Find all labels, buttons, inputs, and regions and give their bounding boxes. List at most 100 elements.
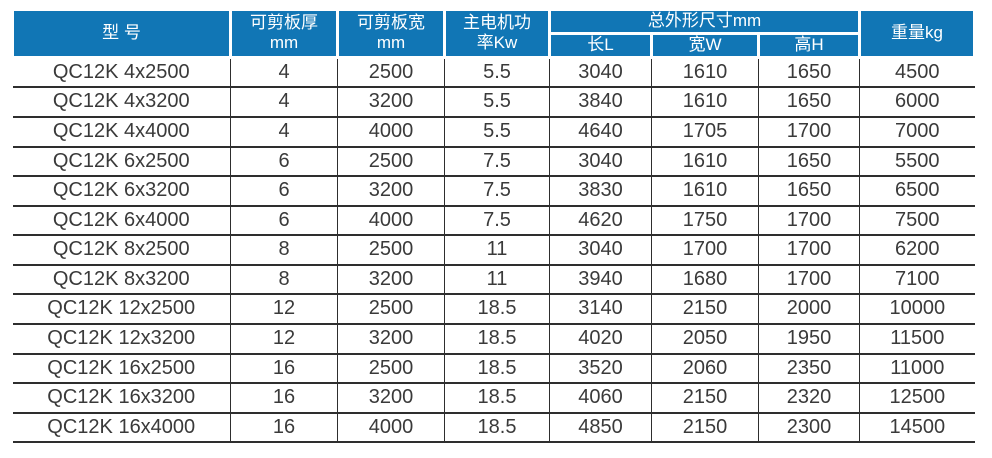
width-w-cell: 1750 [651,204,759,237]
header-dimensions-group: 总外形尺寸mm [547,8,862,35]
weight-cell: 5500 [859,145,975,178]
model-cell: QC12K 16x3200 [12,382,231,414]
table-row: QC12K 6x3200 6 3200 7.5 3830 1610 1650 6500 [12,175,975,207]
table-row: QC12K 16x4000 16 4000 18.5 4850 2150 2300 14500 [12,411,975,444]
header-row-top: 型 号 可剪板厚 mm 可剪板宽 mm 主电机功 率Kw 总外形尺寸mm 重量k… [11,8,977,59]
height-cell: 2300 [757,411,861,444]
header-power: 主电机功 率Kw [443,8,551,59]
table-row: QC12K 12x2500 12 2500 18.5 3140 2150 2000 10000 [12,293,975,326]
table-row: QC12K 16x3200 16 3200 18.5 4060 2150 2320 12500 [12,382,975,414]
height-cell: 2320 [757,382,861,414]
width-w-cell: 1705 [651,115,759,148]
header-weight: 重量kg [858,8,977,59]
weight-cell: 7100 [859,263,975,296]
table-row: QC12K 6x2500 6 2500 7.5 3040 1610 1650 5500 [12,145,975,178]
power-cell: 7.5 [444,145,550,178]
table-row: QC12K 6x4000 6 4000 7.5 4620 1750 1700 7500 [12,204,975,237]
spec-sheet: 型 号 可剪板厚 mm 可剪板宽 mm 主电机功 率Kw 总外形尺寸mm 重量k… [0,8,992,458]
power-cell: 7.5 [444,204,550,237]
width-w-cell: 1680 [651,263,759,296]
length-cell: 4020 [549,323,652,355]
thickness-cell: 16 [230,411,338,444]
width-cell: 3200 [337,86,445,118]
width-w-cell: 2150 [651,382,759,414]
model-cell: QC12K 6x2500 [12,145,231,178]
width-cell: 3200 [337,323,445,355]
width-cell: 3200 [337,382,445,414]
width-cell: 4000 [337,411,445,444]
table-row: QC12K 4x4000 4 4000 5.5 4640 1705 1700 7000 [12,115,975,148]
table-body: QC12K 4x2500 4 2500 5.5 3040 1610 1650 4500 QC12… [12,56,975,444]
length-cell: 3040 [549,145,652,178]
header-thickness: 可剪板厚 mm [229,8,339,59]
weight-cell: 4500 [859,56,975,89]
model-cell: QC12K 8x3200 [12,263,231,296]
thickness-cell: 6 [230,145,338,178]
width-w-cell: 2150 [651,411,759,444]
thickness-cell: 4 [230,115,338,148]
weight-cell: 14500 [859,411,975,444]
weight-cell: 6200 [859,234,975,266]
height-cell: 1700 [757,263,861,296]
thickness-cell: 6 [230,204,338,237]
length-cell: 3040 [549,56,652,89]
height-cell: 2350 [757,352,861,385]
model-cell: QC12K 16x4000 [12,411,231,444]
header-row-sub: 长L 宽W 高H [13,31,975,59]
height-cell: 1650 [757,175,861,207]
power-cell: 18.5 [444,352,550,385]
width-cell: 2500 [337,234,445,266]
length-cell: 3840 [549,86,652,118]
weight-cell: 11500 [859,323,975,355]
height-cell: 1700 [757,234,861,266]
power-cell: 5.5 [444,86,550,118]
power-cell: 11 [444,263,550,296]
power-cell: 5.5 [444,115,550,148]
weight-cell: 7000 [859,115,975,148]
header-length: 长L [548,31,653,59]
header-height: 高H [756,31,862,59]
width-cell: 2500 [337,145,445,178]
power-cell: 5.5 [444,56,550,89]
table-row: QC12K 12x3200 12 3200 18.5 4020 2050 1950 11500 [12,323,975,355]
power-cell: 18.5 [444,382,550,414]
weight-cell: 12500 [859,382,975,414]
width-w-cell: 1610 [651,145,759,178]
model-cell: QC12K 6x3200 [12,175,231,207]
height-cell: 1700 [757,115,861,148]
model-cell: QC12K 12x3200 [12,323,231,355]
thickness-cell: 4 [230,56,338,89]
power-cell: 11 [444,234,550,266]
model-cell: QC12K 6x4000 [12,204,231,237]
header-width: 可剪板宽 mm [336,8,446,59]
length-cell: 3140 [549,293,652,326]
height-cell: 1650 [757,145,861,178]
length-cell: 3940 [549,263,652,296]
model-cell: QC12K 12x2500 [12,293,231,326]
table-row: QC12K 8x2500 8 2500 11 3040 1700 1700 6200 [12,234,975,266]
width-w-cell: 2050 [651,323,759,355]
thickness-cell: 16 [230,382,338,414]
thickness-cell: 6 [230,175,338,207]
power-cell: 18.5 [444,411,550,444]
header-model: 型 号 [11,8,232,59]
model-cell: QC12K 4x4000 [12,115,231,148]
header-width-w: 宽W [650,31,760,59]
width-w-cell: 2060 [651,352,759,385]
width-cell: 3200 [337,175,445,207]
table-row: QC12K 4x3200 4 3200 5.5 3840 1610 1650 6000 [12,86,975,118]
width-cell: 4000 [337,204,445,237]
length-cell: 3520 [549,352,652,385]
width-cell: 2500 [337,56,445,89]
thickness-cell: 8 [230,263,338,296]
length-cell: 4060 [549,382,652,414]
width-w-cell: 2150 [651,293,759,326]
model-cell: QC12K 4x3200 [12,86,231,118]
table-row: QC12K 8x3200 8 3200 11 3940 1680 1700 7100 [12,263,975,296]
height-cell: 1650 [757,86,861,118]
length-cell: 4850 [549,411,652,444]
power-cell: 18.5 [444,293,550,326]
power-cell: 7.5 [444,175,550,207]
width-w-cell: 1700 [651,234,759,266]
weight-cell: 10000 [859,293,975,326]
